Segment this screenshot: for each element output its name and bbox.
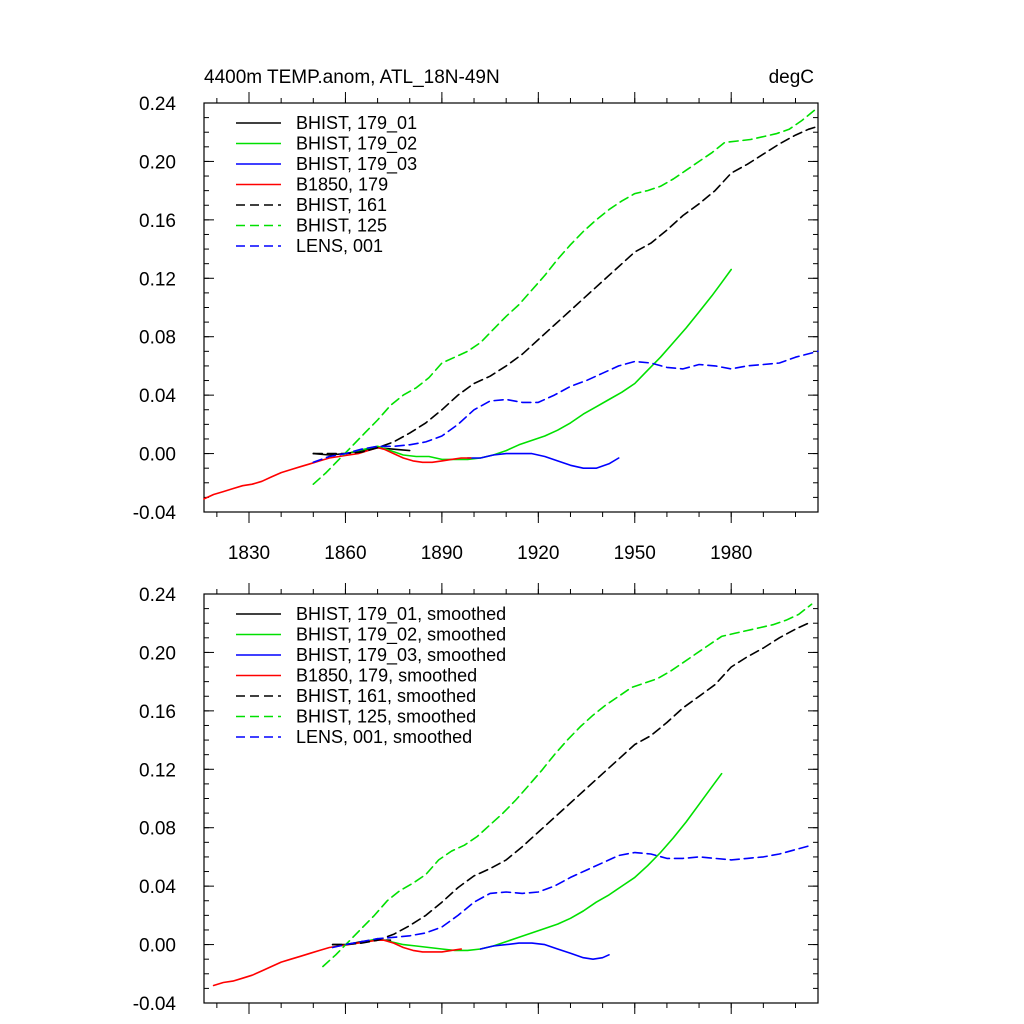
legend-label: BHIST, 179_02: [296, 134, 417, 155]
legend-label: BHIST, 125, smoothed: [296, 707, 476, 727]
legend-label: BHIST, 179_03: [296, 154, 417, 175]
series-line-7: [312, 350, 819, 464]
y-tick-label: -0.04: [133, 503, 177, 524]
y-tick-label: 0.24: [139, 585, 176, 606]
legend-label: LENS, 001, smoothed: [296, 727, 472, 747]
y-tick-label: 0.20: [139, 643, 176, 664]
series-line-2: [363, 772, 723, 952]
y-tick-label: 0.12: [139, 760, 176, 781]
x-tick-label: 1860: [324, 543, 366, 564]
series-line-6: [312, 106, 819, 485]
y-tick-label: 0.20: [139, 152, 176, 173]
series-line-5: [331, 621, 813, 946]
series-line-4: [203, 446, 472, 500]
series-line-6: [322, 603, 813, 968]
x-tick-label: 1980: [710, 543, 752, 564]
y-tick-label: 0.08: [139, 328, 176, 349]
legend-label: B1850, 179: [296, 175, 388, 195]
y-tick-label: 0.16: [139, 211, 176, 232]
units-label: degC: [769, 67, 814, 88]
series-line-3: [466, 452, 620, 469]
x-tick-label: 1890: [421, 543, 463, 564]
y-tick-label: 0.04: [139, 877, 176, 898]
y-tick-label: 0.08: [139, 819, 176, 840]
y-tick-label: -0.04: [133, 994, 177, 1015]
legend-label: B1850, 179, smoothed: [296, 666, 477, 686]
x-tick-label: 1830: [228, 543, 270, 564]
legend-label: BHIST, 161: [296, 195, 387, 215]
top-panel: 4400m TEMP.anom, ATL_18N-49N degC -0.04 0.0…: [133, 67, 819, 564]
y-tick-label: 0.12: [139, 269, 176, 290]
legend-label: BHIST, 179_03, smoothed: [296, 645, 506, 666]
series-line-3: [479, 942, 610, 960]
legend-label: BHIST, 161, smoothed: [296, 686, 476, 706]
x-tick-label: 1950: [614, 543, 656, 564]
y-tick-label: 0.16: [139, 702, 176, 723]
y-tick-label: 0.04: [139, 386, 176, 407]
chart-title: 4400m TEMP.anom, ATL_18N-49N: [204, 67, 500, 88]
legend-label: LENS, 001: [296, 236, 383, 256]
legend-label: BHIST, 179_01: [296, 113, 417, 134]
series-line-2: [351, 268, 732, 461]
legend-label: BHIST, 179_01, smoothed: [296, 604, 506, 625]
series-line-5: [312, 125, 819, 455]
bottom-panel: -0.04 0.00 0.04 0.08 0.12 0.16 0.20 0.24 BHIST, …: [133, 583, 819, 1015]
legend-label: BHIST, 125: [296, 216, 387, 236]
y-tick-label: 0.00: [139, 445, 176, 466]
legend-label: BHIST, 179_02, smoothed: [296, 625, 506, 646]
x-tick-label: 1920: [517, 543, 559, 564]
y-tick-label: 0.00: [139, 936, 176, 957]
y-tick-label: 0.24: [139, 94, 176, 115]
series-line-7: [331, 844, 813, 949]
